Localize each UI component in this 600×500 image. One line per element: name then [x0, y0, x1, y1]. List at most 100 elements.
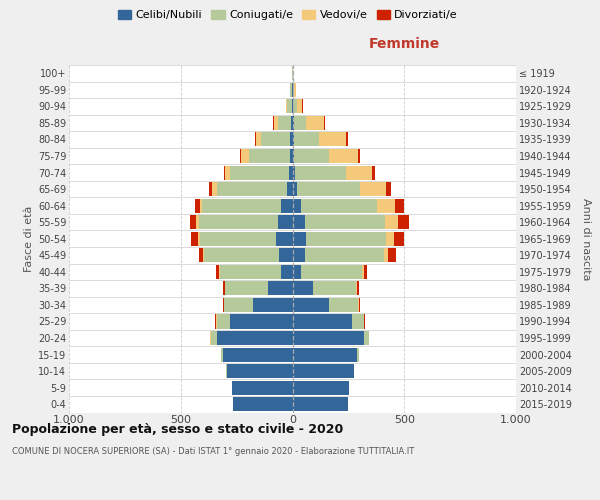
- Bar: [346, 132, 348, 146]
- Bar: [230, 166, 289, 179]
- Bar: [223, 348, 293, 362]
- Bar: [294, 132, 319, 146]
- Bar: [372, 166, 375, 179]
- Bar: [249, 149, 290, 163]
- Bar: [293, 314, 352, 328]
- Bar: [306, 116, 324, 130]
- Bar: [232, 380, 293, 394]
- Bar: [190, 215, 196, 229]
- Bar: [359, 182, 386, 196]
- Bar: [253, 298, 293, 312]
- Bar: [329, 149, 358, 163]
- Bar: [290, 149, 293, 163]
- Bar: [346, 166, 372, 179]
- Bar: [200, 232, 276, 246]
- Bar: [279, 248, 293, 262]
- Bar: [292, 100, 293, 114]
- Bar: [293, 100, 296, 114]
- Bar: [233, 397, 293, 411]
- Bar: [191, 232, 198, 246]
- Bar: [204, 248, 279, 262]
- Bar: [227, 364, 293, 378]
- Bar: [276, 232, 293, 246]
- Bar: [364, 331, 369, 345]
- Bar: [202, 198, 281, 212]
- Bar: [358, 282, 359, 296]
- Bar: [364, 314, 365, 328]
- Bar: [293, 215, 305, 229]
- Bar: [294, 149, 329, 163]
- Y-axis label: Anni di nascita: Anni di nascita: [581, 198, 591, 280]
- Bar: [386, 182, 391, 196]
- Bar: [278, 116, 292, 130]
- Bar: [352, 314, 364, 328]
- Text: COMUNE DI NOCERA SUPERIORE (SA) - Dati ISTAT 1° gennaio 2020 - Elaborazione TUTT: COMUNE DI NOCERA SUPERIORE (SA) - Dati I…: [12, 448, 414, 456]
- Bar: [261, 132, 290, 146]
- Bar: [356, 282, 358, 296]
- Bar: [217, 331, 293, 345]
- Bar: [319, 132, 346, 146]
- Text: Femmine: Femmine: [368, 37, 440, 51]
- Bar: [219, 265, 220, 279]
- Bar: [305, 248, 384, 262]
- Bar: [226, 364, 227, 378]
- Bar: [200, 198, 202, 212]
- Bar: [223, 282, 225, 296]
- Bar: [287, 182, 293, 196]
- Bar: [358, 348, 359, 362]
- Bar: [295, 166, 346, 179]
- Bar: [215, 314, 216, 328]
- Bar: [293, 331, 364, 345]
- Bar: [217, 182, 287, 196]
- Bar: [274, 116, 278, 130]
- Bar: [256, 132, 261, 146]
- Bar: [293, 149, 294, 163]
- Bar: [290, 83, 292, 97]
- Bar: [296, 100, 302, 114]
- Bar: [313, 282, 356, 296]
- Bar: [223, 298, 224, 312]
- Bar: [230, 314, 293, 328]
- Bar: [394, 232, 404, 246]
- Bar: [386, 232, 394, 246]
- Bar: [362, 265, 364, 279]
- Bar: [297, 182, 359, 196]
- Bar: [377, 198, 395, 212]
- Bar: [395, 198, 404, 212]
- Bar: [281, 198, 293, 212]
- Bar: [293, 380, 349, 394]
- Bar: [306, 232, 386, 246]
- Bar: [209, 182, 212, 196]
- Bar: [305, 215, 385, 229]
- Bar: [293, 265, 301, 279]
- Bar: [226, 282, 268, 296]
- Legend: Celibi/Nubili, Coniugati/e, Vedovi/e, Divorziati/e: Celibi/Nubili, Coniugati/e, Vedovi/e, Di…: [113, 6, 463, 25]
- Bar: [329, 298, 358, 312]
- Bar: [216, 265, 219, 279]
- Bar: [358, 149, 360, 163]
- Bar: [224, 298, 253, 312]
- Bar: [217, 314, 230, 328]
- Bar: [278, 215, 293, 229]
- Bar: [281, 265, 293, 279]
- Bar: [293, 198, 301, 212]
- Bar: [220, 265, 281, 279]
- Bar: [199, 248, 203, 262]
- Bar: [293, 132, 294, 146]
- Bar: [224, 166, 226, 179]
- Bar: [241, 149, 249, 163]
- Y-axis label: Fasce di età: Fasce di età: [23, 206, 34, 272]
- Bar: [293, 83, 294, 97]
- Bar: [324, 116, 325, 130]
- Bar: [293, 182, 297, 196]
- Bar: [359, 298, 360, 312]
- Bar: [398, 215, 409, 229]
- Bar: [293, 166, 295, 179]
- Bar: [292, 116, 293, 130]
- Bar: [212, 182, 217, 196]
- Bar: [293, 298, 329, 312]
- Bar: [195, 198, 200, 212]
- Bar: [388, 248, 396, 262]
- Bar: [286, 100, 287, 114]
- Bar: [211, 331, 217, 345]
